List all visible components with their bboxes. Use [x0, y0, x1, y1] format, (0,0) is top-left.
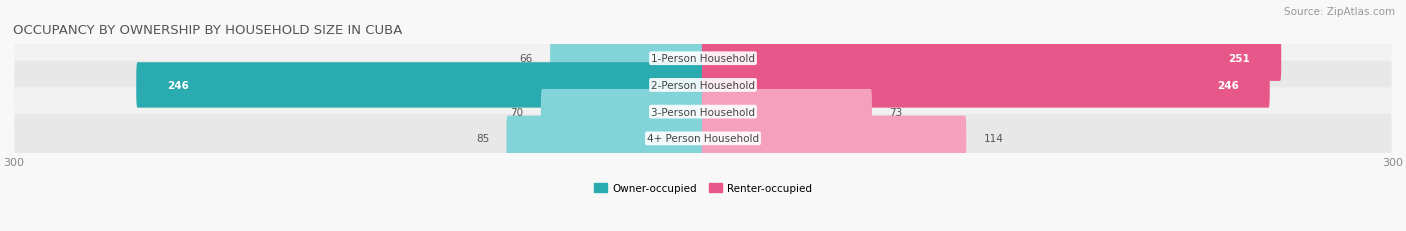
FancyBboxPatch shape: [702, 63, 1270, 108]
Text: Source: ZipAtlas.com: Source: ZipAtlas.com: [1284, 7, 1395, 17]
Legend: Owner-occupied, Renter-occupied: Owner-occupied, Renter-occupied: [591, 179, 815, 197]
Text: 85: 85: [477, 134, 489, 144]
FancyBboxPatch shape: [506, 116, 704, 161]
Text: 3-Person Household: 3-Person Household: [651, 107, 755, 117]
FancyBboxPatch shape: [541, 90, 704, 135]
Text: 70: 70: [510, 107, 523, 117]
FancyBboxPatch shape: [136, 63, 704, 108]
Text: 114: 114: [983, 134, 1004, 144]
Text: 251: 251: [1229, 54, 1250, 64]
FancyBboxPatch shape: [702, 90, 872, 135]
Text: OCCUPANCY BY OWNERSHIP BY HOUSEHOLD SIZE IN CUBA: OCCUPANCY BY OWNERSHIP BY HOUSEHOLD SIZE…: [13, 24, 402, 37]
Text: 246: 246: [167, 81, 190, 91]
Text: 1-Person Household: 1-Person Household: [651, 54, 755, 64]
FancyBboxPatch shape: [702, 36, 1281, 82]
Text: 246: 246: [1216, 81, 1239, 91]
Text: 2-Person Household: 2-Person Household: [651, 81, 755, 91]
Text: 66: 66: [520, 54, 533, 64]
FancyBboxPatch shape: [550, 36, 704, 82]
FancyBboxPatch shape: [14, 61, 1392, 110]
Text: 4+ Person Household: 4+ Person Household: [647, 134, 759, 144]
FancyBboxPatch shape: [14, 35, 1392, 83]
FancyBboxPatch shape: [14, 115, 1392, 163]
FancyBboxPatch shape: [14, 88, 1392, 136]
Text: 73: 73: [889, 107, 903, 117]
FancyBboxPatch shape: [702, 116, 966, 161]
